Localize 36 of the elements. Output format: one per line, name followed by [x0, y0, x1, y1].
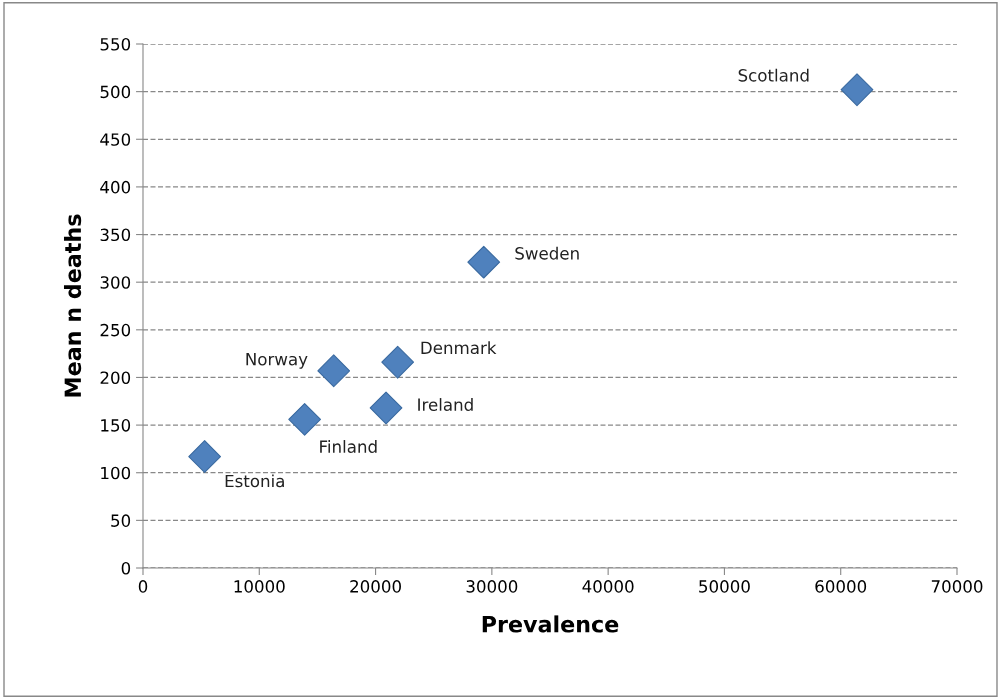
point — [188, 440, 222, 473]
x-tick-label: 40000 — [582, 580, 634, 593]
y-tick-label: 200 — [100, 371, 131, 385]
x-tick-label: 20000 — [350, 580, 401, 593]
x-tick-label: 30000 — [466, 580, 518, 593]
x-tick-label: 60000 — [815, 580, 867, 593]
annotation: Scotland — [738, 68, 809, 82]
point — [840, 73, 874, 107]
annotation: Estonia — [225, 474, 284, 488]
annotation: Ireland — [418, 398, 473, 411]
y-tick-label: 100 — [101, 466, 131, 480]
annotation: Finland — [320, 440, 377, 453]
point — [288, 402, 322, 436]
y-tick-label: 350 — [100, 228, 131, 242]
annotation: Sweden — [515, 246, 579, 260]
point — [317, 354, 351, 388]
y-tick-label: 550 — [100, 37, 131, 51]
point — [369, 391, 403, 425]
y-tick-label: 400 — [100, 180, 131, 194]
x-tick-label: 50000 — [699, 580, 750, 593]
y-tick-label: 150 — [101, 419, 131, 432]
y-tick-label: 50 — [111, 514, 131, 527]
y-tick-label: 500 — [100, 85, 131, 99]
x-tick-label: 70000 — [931, 580, 983, 593]
x-tick-label: 10000 — [234, 580, 285, 593]
x-tick-label: 0 — [138, 580, 148, 593]
annotation: Denmark — [421, 341, 497, 355]
point — [467, 245, 501, 279]
point — [381, 345, 415, 379]
y-tick-label: 250 — [100, 323, 131, 337]
y-tick-label: 450 — [100, 133, 131, 146]
y-tick-label: 0 — [121, 561, 131, 575]
x-axis-title: Prevalence — [482, 615, 619, 633]
annotation: Norway — [246, 353, 308, 369]
y-tick-label: 300 — [100, 276, 131, 289]
y-axis-title: Mean n deaths — [63, 214, 82, 397]
